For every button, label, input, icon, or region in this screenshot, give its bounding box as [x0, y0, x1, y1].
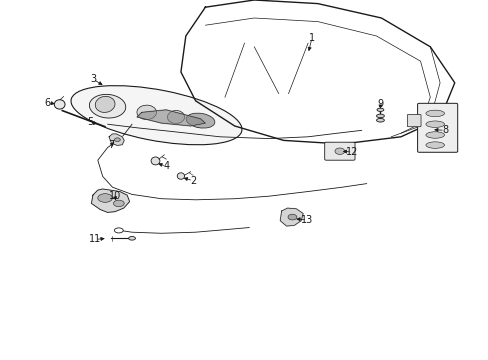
Ellipse shape — [167, 111, 184, 123]
Text: 13: 13 — [300, 215, 313, 225]
Ellipse shape — [114, 228, 123, 233]
Text: 8: 8 — [441, 125, 447, 135]
FancyBboxPatch shape — [324, 142, 354, 160]
Text: 11: 11 — [89, 234, 102, 244]
Text: 1: 1 — [308, 33, 314, 43]
Ellipse shape — [114, 138, 120, 141]
Ellipse shape — [376, 114, 384, 118]
Ellipse shape — [425, 110, 444, 117]
Text: 9: 9 — [377, 99, 383, 109]
Ellipse shape — [186, 113, 214, 128]
FancyBboxPatch shape — [407, 114, 420, 127]
Ellipse shape — [177, 173, 184, 179]
Ellipse shape — [334, 148, 344, 154]
Ellipse shape — [376, 108, 383, 112]
Ellipse shape — [151, 157, 160, 165]
Ellipse shape — [425, 142, 444, 148]
Ellipse shape — [95, 96, 115, 112]
Ellipse shape — [128, 237, 135, 240]
Ellipse shape — [98, 194, 112, 202]
Ellipse shape — [376, 118, 384, 122]
Text: 3: 3 — [90, 74, 96, 84]
Text: 12: 12 — [345, 147, 358, 157]
Text: 2: 2 — [190, 176, 196, 186]
Text: 6: 6 — [45, 98, 51, 108]
Text: 7: 7 — [108, 140, 114, 150]
Ellipse shape — [54, 100, 65, 109]
Polygon shape — [91, 189, 129, 212]
Ellipse shape — [89, 94, 125, 118]
Ellipse shape — [425, 132, 444, 138]
Ellipse shape — [287, 214, 296, 220]
Ellipse shape — [425, 121, 444, 127]
Text: 10: 10 — [108, 191, 121, 201]
Polygon shape — [280, 208, 303, 226]
Text: 4: 4 — [163, 161, 169, 171]
FancyBboxPatch shape — [417, 103, 457, 152]
Ellipse shape — [71, 86, 242, 145]
Text: 5: 5 — [87, 117, 93, 127]
Ellipse shape — [137, 105, 156, 120]
Polygon shape — [109, 134, 124, 145]
Ellipse shape — [113, 200, 124, 207]
Polygon shape — [137, 110, 205, 126]
Ellipse shape — [193, 116, 207, 127]
